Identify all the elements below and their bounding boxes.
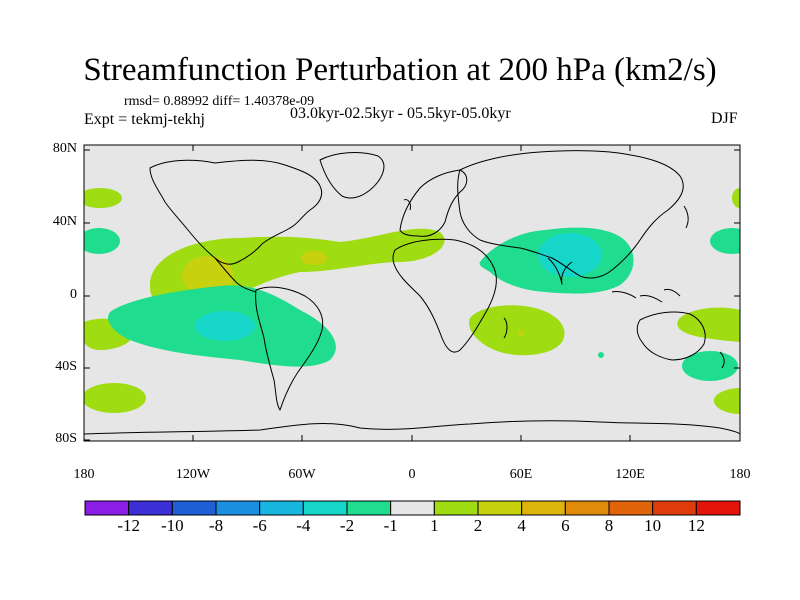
colorbar-swatch <box>564 500 610 516</box>
plot-title: Streamfunction Perturbation at 200 hPa (… <box>83 52 717 88</box>
coast-europe <box>399 169 468 237</box>
period-label: 03.0kyr-02.5kyr - 05.5kyr-05.0kyr <box>290 105 511 122</box>
colorbar-swatch <box>608 500 654 516</box>
colorbar-label: 12 <box>687 516 705 535</box>
colorbar-label: -2 <box>339 516 355 535</box>
lat-label-40n: 40N <box>52 214 77 229</box>
anomaly-southern-ocean-east <box>713 388 740 414</box>
colorbar-label: -12 <box>117 516 140 535</box>
experiment-label: Expt = tekmj-tekhj <box>84 111 205 128</box>
coast-north-america <box>149 159 323 265</box>
lat-label-0: 0 <box>70 287 77 302</box>
colorbar-swatch <box>652 500 697 516</box>
coast-central-america <box>214 257 257 293</box>
lon-label-60w: 60W <box>288 467 316 482</box>
colorbar-swatch <box>433 500 479 516</box>
colorbar-label: -4 <box>296 516 311 535</box>
coast-asia <box>457 150 684 279</box>
colorbar <box>84 500 741 516</box>
colorbar-label: -6 <box>252 516 267 535</box>
colorbar-label: 4 <box>517 516 526 535</box>
coast-africa <box>392 238 497 353</box>
coast-antarctica <box>84 420 740 435</box>
anomaly-madagascar <box>518 330 524 336</box>
coast-new-zealand <box>719 351 725 369</box>
colorbar-swatch <box>128 500 173 516</box>
anomaly-nw-pacific <box>84 188 122 208</box>
lon-label-0: 0 <box>408 467 416 482</box>
anomaly-south-indian <box>469 305 565 356</box>
colorbar-label: 2 <box>473 516 483 535</box>
colorbar-swatch <box>390 500 435 516</box>
anomaly-north-pacific <box>84 228 120 254</box>
colorbar-swatch <box>259 500 304 516</box>
colorbar-label: 6 <box>561 516 570 535</box>
coast-indonesia <box>611 289 681 303</box>
colorbar-swatch <box>215 500 261 516</box>
colorbar-label: 8 <box>604 516 614 535</box>
anomaly-north-pacific-east <box>710 228 740 254</box>
lon-label-180e: 180 <box>729 467 751 482</box>
rmsd-stats: rmsd= 0.88992 diff= 1.40378e-09 <box>124 94 315 109</box>
lat-label-80s: 80S <box>55 431 77 446</box>
lat-label-80n: 80N <box>52 141 77 156</box>
axis-ticks <box>83 145 741 441</box>
colorbar-label: -8 <box>208 516 224 535</box>
colorbar-label: -10 <box>160 516 184 535</box>
anomaly-pacific-core <box>195 311 255 341</box>
season-label: DJF <box>711 110 738 127</box>
colorbar-swatch <box>521 500 566 516</box>
coastlines <box>84 150 740 435</box>
lon-label-180w: 180 <box>73 467 95 482</box>
anomaly-small-indian <box>598 352 604 358</box>
colorbar-swatch <box>171 500 217 516</box>
colorbar-label: 10 <box>644 516 662 535</box>
colorbar-swatch <box>695 500 741 516</box>
colorbar-swatch <box>84 500 130 516</box>
lon-label-120e: 120E <box>615 467 645 482</box>
coast-greenland <box>319 152 385 199</box>
strong-negative-regions <box>195 233 602 341</box>
lon-label-120w: 120W <box>175 467 211 482</box>
coast-australia <box>636 311 706 361</box>
colorbar-label: -1 <box>383 516 398 535</box>
coast-india <box>547 257 573 285</box>
coast-madagascar <box>503 317 508 339</box>
coast-uk <box>403 199 411 211</box>
anomaly-southern-ocean-west <box>84 383 146 413</box>
anomaly-caribbean <box>301 251 327 265</box>
anomaly-india-core <box>538 233 602 277</box>
coast-japan <box>683 205 689 229</box>
lat-label-40s: 40S <box>55 359 77 374</box>
colorbar-swatch <box>346 500 392 516</box>
lon-label-60e: 60E <box>509 467 533 482</box>
colorbar-swatch <box>302 500 348 516</box>
colorbar-label: 1 <box>430 516 439 535</box>
anomaly-north-atlantic-small <box>732 188 740 208</box>
colorbar-swatch <box>477 500 523 516</box>
coast-south-america <box>255 286 324 411</box>
